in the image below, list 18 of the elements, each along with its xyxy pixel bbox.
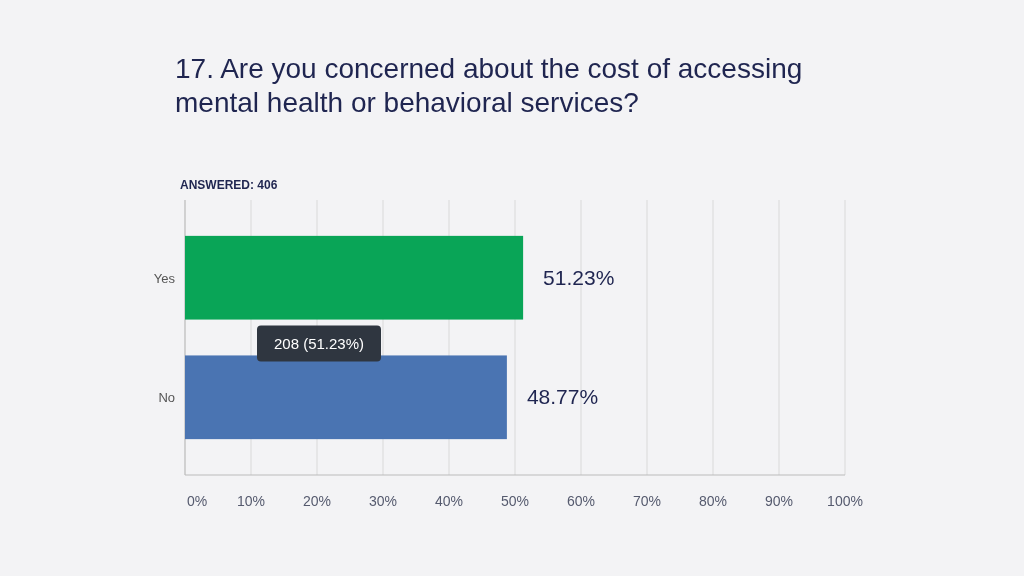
x-tick-label: 10%	[236, 493, 266, 509]
x-tick-label: 30%	[368, 493, 398, 509]
x-tick-label: 80%	[698, 493, 728, 509]
x-tick-label: 40%	[434, 493, 464, 509]
x-tick-label: 60%	[566, 493, 596, 509]
y-tick-label: Yes	[153, 270, 176, 286]
x-tick-label: 70%	[632, 493, 662, 509]
x-tick-label: 50%	[500, 493, 530, 509]
chart-subtitle: ANSWERED: 406	[180, 178, 278, 192]
x-tick-label: 90%	[764, 493, 794, 509]
x-tick-label: 20%	[302, 493, 332, 509]
x-tick-label: 100%	[827, 493, 863, 509]
y-tick-label: No	[158, 390, 175, 406]
x-tick-label: 0%	[186, 493, 208, 509]
data-label: 51.23%	[543, 265, 615, 289]
data-label: 48.77%	[526, 385, 599, 409]
chart-title: 17. Are you concerned about the cost of accessing mental health or behavioral services?	[175, 53, 803, 118]
annotation: 208 (51.23%)	[273, 334, 365, 352]
